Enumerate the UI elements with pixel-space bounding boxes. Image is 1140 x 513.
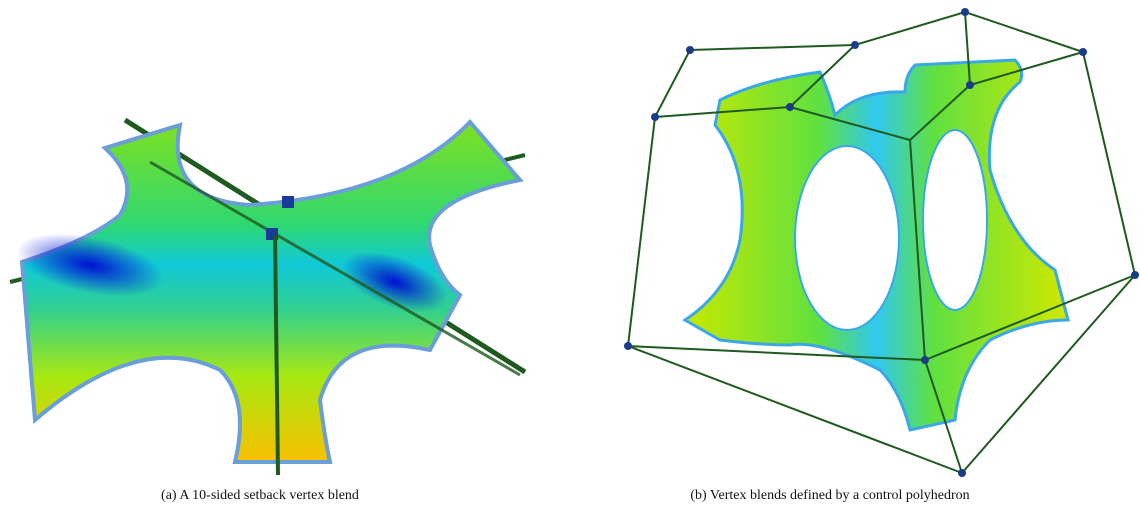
caption-b: (b) Vertex blends defined by a control p…	[550, 488, 1110, 504]
surface-b	[624, 8, 1139, 477]
figure-images	[0, 0, 1140, 513]
surface-a	[10, 120, 525, 475]
figure: (a) A 10-sided setback vertex blend (b) …	[0, 0, 1140, 513]
caption-a: (a) A 10-sided setback vertex blend	[0, 488, 540, 504]
